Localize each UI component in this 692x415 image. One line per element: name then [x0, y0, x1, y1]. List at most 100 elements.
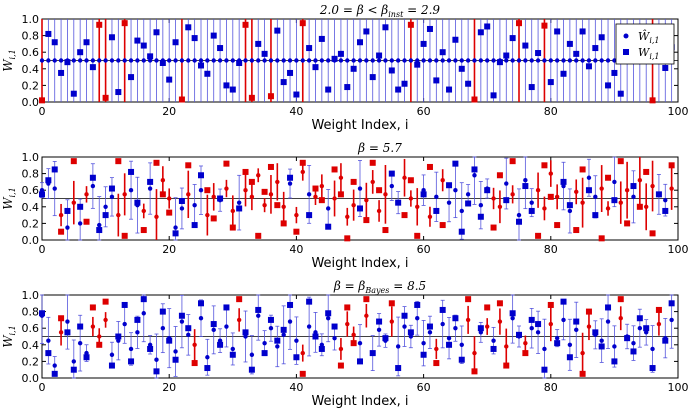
- estimate-point: [408, 196, 414, 201]
- true-weight-point: [166, 337, 173, 344]
- true-weight-point: [287, 69, 294, 76]
- true-weight-point: [306, 212, 313, 219]
- estimate-point: [179, 206, 185, 211]
- true-weight-point: [325, 223, 332, 230]
- estimate-point: [415, 204, 420, 209]
- estimate-point: [287, 319, 293, 324]
- estimate-point: [434, 58, 439, 63]
- estimate-point: [376, 327, 382, 333]
- chart-title: 2.0 = β < βinst​ = 2.9: [319, 3, 440, 19]
- estimate-point: [236, 317, 242, 323]
- true-weight-point: [369, 74, 376, 81]
- true-weight-point: [376, 187, 383, 194]
- estimate-point: [542, 206, 547, 211]
- true-weight-point: [178, 197, 185, 204]
- estimate-point: [650, 346, 655, 352]
- estimate-point: [599, 186, 604, 191]
- true-weight-point: [452, 160, 459, 167]
- true-weight-point: [242, 168, 249, 175]
- y-tick-label: 0.0: [22, 96, 40, 109]
- true-weight-point: [496, 59, 503, 66]
- true-weight-point: [318, 345, 325, 352]
- estimate-point: [465, 317, 471, 323]
- estimate-point: [154, 357, 159, 362]
- estimate-point: [243, 334, 248, 339]
- estimate-point: [548, 171, 553, 176]
- true-weight-point: [452, 315, 459, 322]
- estimate-point: [637, 178, 643, 183]
- y-tick-label: 1.0: [22, 13, 40, 26]
- true-weight-point: [668, 162, 675, 169]
- estimate-point: [389, 58, 394, 63]
- true-weight-point: [312, 185, 319, 192]
- true-weight-point: [611, 197, 618, 204]
- estimate-point: [618, 316, 623, 321]
- true-weight-point: [115, 333, 122, 340]
- true-weight-point: [592, 212, 599, 219]
- estimate-point: [141, 208, 146, 214]
- true-weight-point: [337, 50, 344, 57]
- true-weight-point: [363, 296, 370, 303]
- estimate-point: [567, 342, 573, 347]
- estimate-point: [376, 208, 382, 214]
- true-weight-point: [70, 158, 77, 165]
- true-weight-point: [471, 368, 478, 375]
- estimate-point: [275, 344, 280, 349]
- true-weight-point: [267, 93, 274, 100]
- true-weight-point: [446, 341, 453, 348]
- true-weight-point: [617, 90, 624, 97]
- y-tick-label: 0.0: [22, 234, 40, 247]
- estimate-point: [192, 58, 197, 63]
- y-tick-label: 0.4: [22, 201, 40, 214]
- estimate-point: [52, 58, 57, 63]
- true-weight-point: [331, 166, 338, 173]
- estimate-point: [599, 58, 604, 63]
- true-weight-point: [134, 199, 141, 206]
- true-weight-point: [128, 74, 135, 81]
- x-tick-label: 60: [417, 243, 431, 256]
- estimate-point: [472, 173, 477, 178]
- true-weight-point: [465, 200, 472, 207]
- estimate-point: [217, 58, 223, 63]
- true-weight-point: [426, 25, 433, 32]
- chart-panel-1: 0 20 40 60 80 100 0.0 0.2 0.4 0.6 0.8 1.0 2.0 = β < …: [1, 3, 689, 133]
- true-weight-point: [102, 298, 109, 305]
- estimate-point: [243, 58, 248, 63]
- true-weight-point: [458, 228, 465, 235]
- true-weight-point: [617, 158, 624, 165]
- estimate-point: [427, 58, 433, 63]
- true-weight-point: [344, 304, 351, 311]
- true-weight-point: [535, 50, 542, 57]
- estimate-point: [605, 206, 611, 211]
- estimate-point: [542, 346, 547, 352]
- legend-marker-square: [623, 49, 629, 55]
- y-axis-label: Wi,1​: [1, 49, 17, 72]
- true-weight-point: [248, 94, 255, 101]
- estimate-point: [230, 58, 235, 63]
- true-weight-point: [261, 350, 268, 357]
- true-weight-point: [204, 365, 211, 372]
- estimate-point: [287, 58, 293, 63]
- estimate-point: [97, 334, 102, 339]
- true-weight-point: [172, 39, 179, 46]
- true-weight-point: [420, 351, 427, 358]
- true-weight-point: [229, 86, 236, 93]
- true-weight-point: [128, 168, 135, 175]
- y-tick-label: 0.0: [22, 372, 40, 385]
- true-weight-point: [64, 207, 71, 214]
- estimate-point: [319, 342, 325, 347]
- estimate-point: [459, 58, 464, 63]
- true-weight-point: [115, 158, 122, 165]
- x-tick-label: 100: [668, 381, 689, 394]
- true-weight-point: [77, 203, 84, 210]
- true-weight-point: [350, 340, 357, 347]
- true-weight-point: [579, 370, 586, 377]
- estimate-point: [147, 58, 153, 63]
- estimate-point: [332, 196, 337, 201]
- y-tick-label: 0.8: [22, 306, 40, 319]
- estimate-point: [554, 58, 560, 63]
- true-weight-point: [248, 178, 255, 185]
- true-weight-point: [452, 36, 459, 43]
- estimate-point: [523, 178, 528, 183]
